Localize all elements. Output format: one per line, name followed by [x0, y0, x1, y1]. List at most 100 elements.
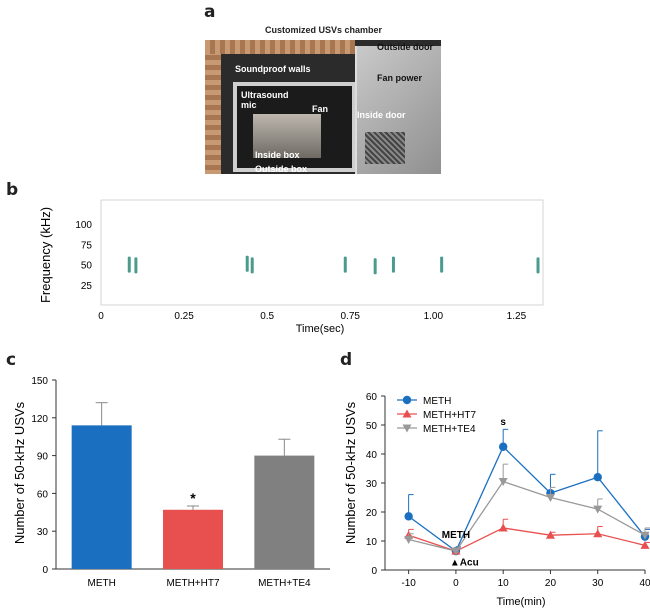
label-fan: Fan	[312, 104, 329, 114]
b-x-tick-label: 0.75	[341, 311, 361, 322]
d-x-tick-label: -10	[401, 578, 416, 589]
c-y-tick-label: 60	[37, 489, 49, 500]
d-y-tick-label: 20	[366, 508, 378, 519]
d-legend-marker	[402, 424, 412, 433]
d-x-axis-label: Time(min)	[496, 596, 545, 608]
c-y-tick-label: 30	[37, 527, 49, 538]
chart-d: Number of 50-kHz USVs Time(min) 0 10 20 30 4…	[343, 392, 650, 608]
photo-title: Customized USVs chamber	[265, 25, 383, 35]
d-data-point	[451, 547, 461, 556]
c-bar	[71, 425, 132, 569]
c-y-axis-label: Number of 50-kHz USVs	[12, 401, 27, 544]
d-data-point	[404, 536, 414, 545]
c-x-tick-label: METH+HT7	[166, 578, 220, 589]
chamber-photo	[205, 40, 441, 174]
d-series-line	[408, 527, 646, 552]
c-y-tick-label: 0	[42, 565, 48, 576]
d-data-point	[593, 473, 602, 482]
b-x-tick-label: 1.25	[507, 311, 527, 322]
label-inside-door: Inside door	[357, 110, 406, 120]
b-frame	[100, 199, 544, 306]
c-plot-area: 0 30 60 90 120 150 METH METH+HT7 * METH+TE4	[31, 376, 330, 589]
cage-shape	[253, 114, 321, 158]
d-data-point	[593, 529, 603, 538]
b-plot-area: 25 50 75 100 0 0.25 0.5 0.75 1.00 1.25	[75, 199, 544, 322]
d-annotation-acu: ▲Acu	[450, 558, 479, 569]
d-data-point	[545, 530, 555, 539]
b-x-tick-label: 1.00	[424, 311, 444, 322]
d-data-point	[640, 531, 650, 540]
d-y-tick-label: 10	[366, 537, 378, 548]
c-y-tick-label: 120	[31, 414, 48, 425]
d-y-axis-label: Number of 50-kHz USVs	[343, 401, 358, 544]
b-usv-call	[440, 256, 444, 273]
d-x-tick-label: 40	[639, 578, 650, 589]
d-x-tick-label: 0	[453, 578, 459, 589]
c-bar	[254, 455, 315, 569]
c-y-tick-label: 90	[37, 452, 49, 463]
d-data-point	[640, 540, 650, 549]
d-data-point	[498, 523, 508, 532]
d-annotation-meth: METH	[442, 530, 470, 541]
b-x-tick-label: 0.25	[174, 311, 194, 322]
c-significance-marker: *	[190, 490, 196, 506]
d-data-point	[498, 478, 508, 487]
c-y-tick-label: 150	[31, 376, 48, 387]
label-fan-power: Fan power	[377, 73, 423, 83]
b-x-axis-label: Time(sec)	[296, 323, 344, 335]
d-legend-marker	[402, 409, 412, 418]
label-inside-box: Inside box	[255, 150, 300, 160]
b-x-tick-label: 0.5	[260, 311, 274, 322]
b-y-tick-label: 75	[81, 240, 93, 251]
label-outside-box: Outside box	[255, 164, 308, 174]
d-legend-label: METH	[423, 396, 451, 407]
fan-mesh	[365, 132, 405, 164]
b-usv-call	[343, 256, 347, 273]
chart-c: Number of 50-kHz USVs 0 30 60 90 120 150 METH M…	[12, 376, 330, 589]
d-legend-label: METH+TE4	[423, 424, 476, 435]
b-usv-call	[373, 258, 377, 275]
soundproof-wall-top	[205, 40, 355, 54]
label-outside-door: Outside door	[377, 42, 433, 52]
b-y-axis-label: Frequency (kHz)	[38, 207, 53, 303]
c-x-tick-label: METH+TE4	[258, 578, 311, 589]
soundproof-wall-left	[205, 40, 221, 174]
d-data-point	[593, 505, 603, 514]
d-legend-label: METH+HT7	[423, 410, 477, 421]
b-y-tick-label: 100	[75, 220, 92, 231]
b-usv-call	[250, 257, 254, 274]
panel-label-a: a	[204, 2, 216, 22]
b-usv-call	[536, 257, 540, 274]
b-usv-call	[245, 255, 249, 272]
d-data-point	[498, 442, 508, 451]
c-bar	[163, 509, 223, 569]
d-data-point	[404, 512, 413, 521]
d-series-line	[408, 445, 646, 553]
d-legend-marker	[402, 395, 412, 405]
b-y-tick-label: 50	[81, 261, 93, 272]
b-usv-call	[134, 257, 138, 274]
panel-label-b: b	[6, 180, 19, 200]
panel-label-c: c	[6, 350, 17, 370]
d-x-tick-label: 30	[592, 578, 604, 589]
b-usv-call	[391, 256, 395, 273]
d-y-tick-label: 50	[366, 421, 378, 432]
c-x-tick-label: METH	[87, 578, 115, 589]
chart-b: Frequency (kHz) 25 50 75 100 0 0.25 0.5 0.75 1.0…	[38, 199, 544, 335]
d-data-point	[545, 494, 555, 502]
d-plot-area: 0 10 20 30 40 50 60 -10 0 10 20 30 40 METH METH+HT7 MET…	[366, 392, 650, 589]
b-x-tick-label: 0	[98, 311, 104, 322]
d-y-tick-label: 60	[366, 392, 378, 403]
d-significance-marker: s	[500, 417, 506, 428]
label-soundproof-walls: Soundproof walls	[235, 64, 311, 74]
d-y-tick-label: 40	[366, 450, 378, 461]
photo-annotations: Outside door Soundproof walls Fan power …	[205, 40, 441, 174]
label-ultrasound-mic: Ultrasound mic	[241, 90, 289, 110]
d-y-tick-label: 30	[366, 479, 378, 490]
d-x-tick-label: 10	[498, 578, 510, 589]
panel-label-d: d	[340, 350, 353, 370]
d-series-line	[408, 480, 646, 552]
b-y-tick-label: 25	[81, 281, 93, 292]
b-usv-call	[127, 256, 131, 273]
d-y-tick-label: 0	[371, 566, 377, 577]
